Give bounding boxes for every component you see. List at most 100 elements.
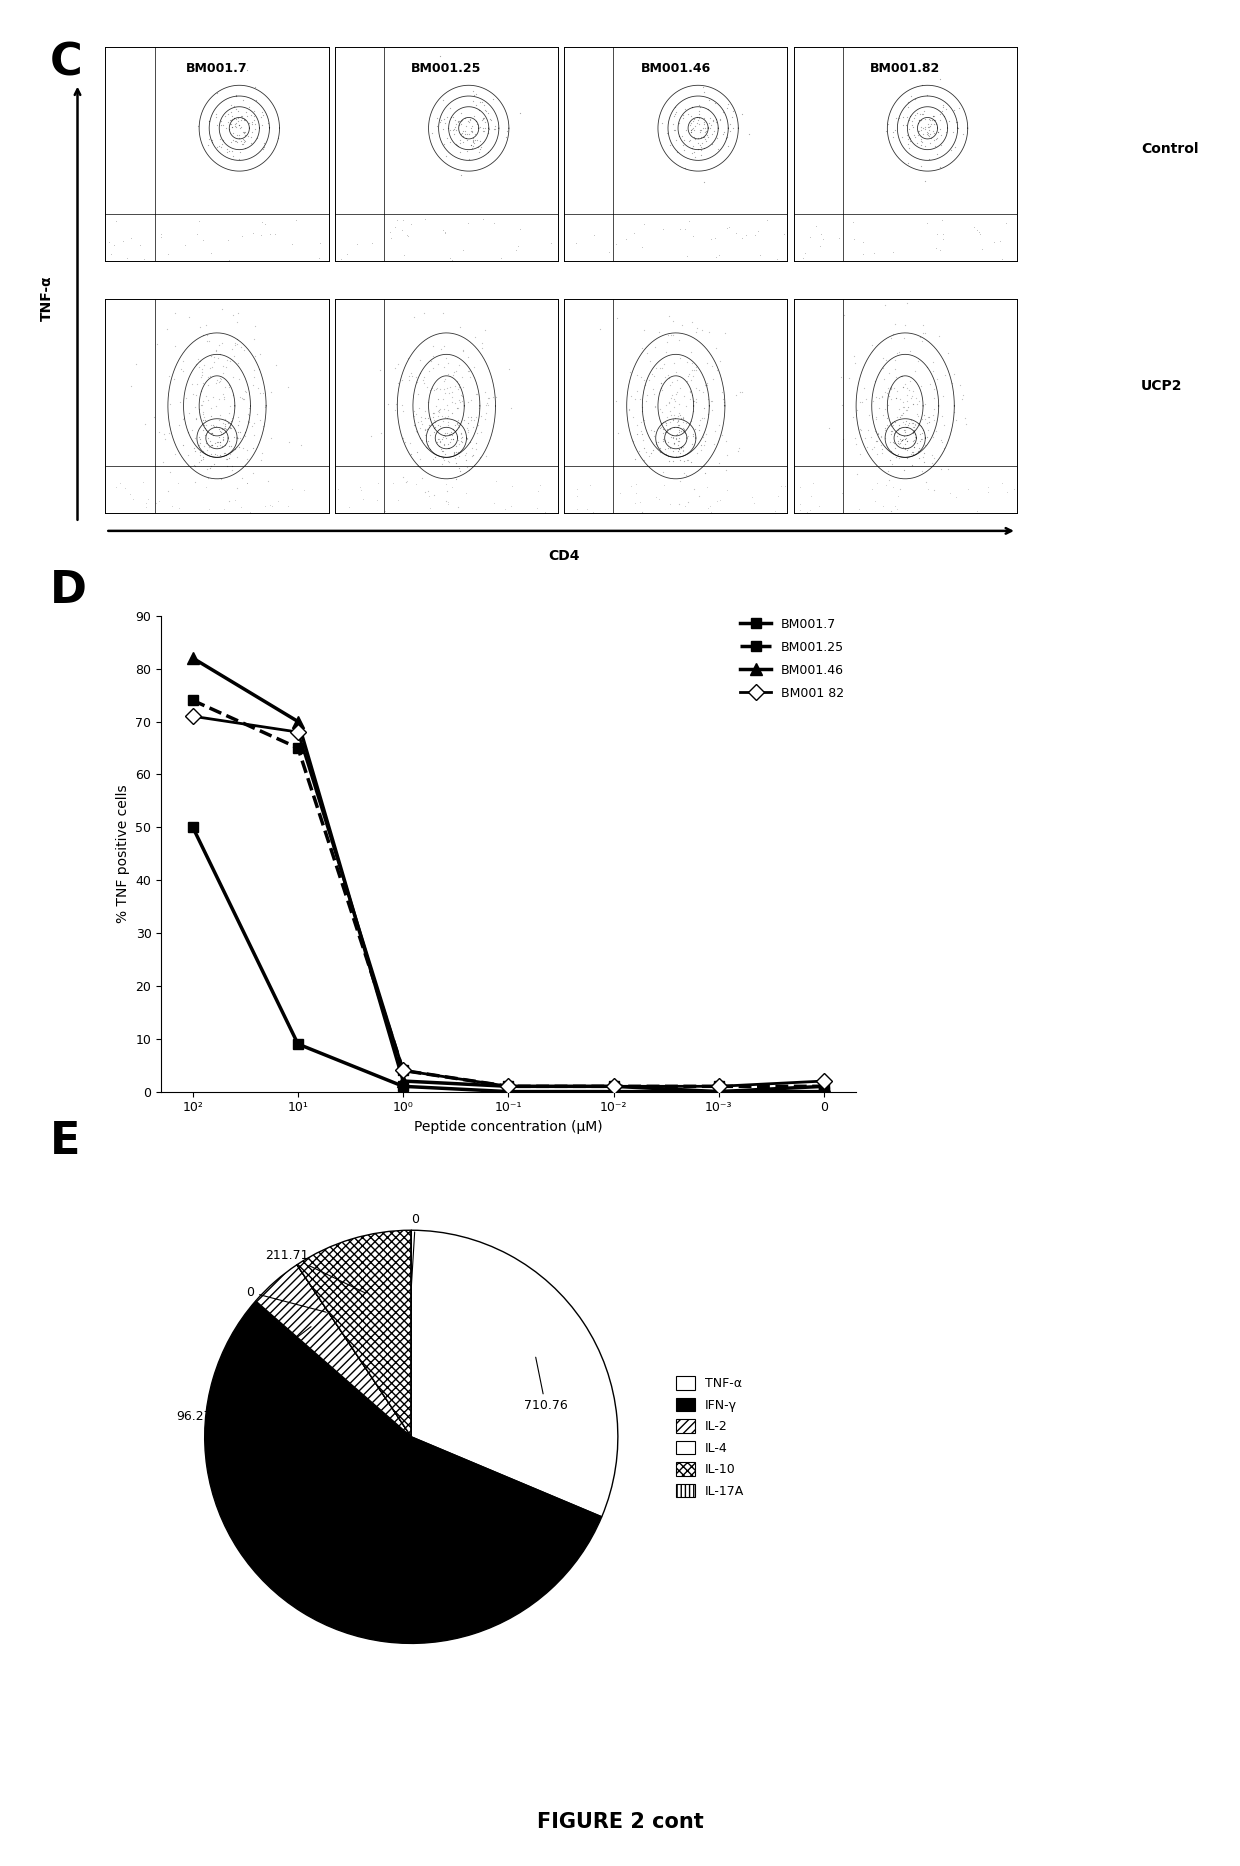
Point (894, 414, 914, 444)
Point (198, 362, 218, 392)
Point (241, 129, 260, 159)
Point (931, 425, 951, 455)
Point (653, 425, 673, 455)
Point (260, 377, 280, 407)
Point (905, 411, 925, 440)
Point (666, 440, 686, 470)
Point (909, 411, 929, 440)
Point (671, 439, 691, 468)
Point (197, 435, 217, 465)
Point (884, 407, 904, 437)
Point (236, 127, 255, 157)
Point (911, 104, 931, 134)
Point (686, 353, 706, 383)
Point (429, 424, 449, 453)
Point (398, 343, 418, 373)
Point (188, 343, 208, 373)
Point (794, 243, 813, 272)
Point (636, 386, 656, 416)
Wedge shape (255, 1265, 412, 1437)
Point (952, 381, 972, 411)
Point (905, 418, 925, 448)
Point (202, 353, 222, 383)
Point (466, 379, 486, 409)
Point (892, 362, 911, 392)
Point (157, 239, 177, 269)
Point (903, 437, 923, 466)
Point (428, 349, 448, 379)
Point (215, 384, 234, 414)
Point (234, 336, 254, 366)
Point (683, 104, 703, 134)
Point (913, 414, 932, 444)
Point (880, 373, 900, 403)
Point (174, 405, 193, 435)
Point (914, 399, 934, 429)
Point (186, 424, 206, 453)
Point (668, 433, 688, 463)
Point (435, 401, 455, 431)
Point (667, 97, 687, 127)
Point (859, 399, 879, 429)
Point (677, 366, 697, 396)
Point (461, 116, 481, 146)
Point (475, 95, 495, 125)
Point (408, 379, 428, 409)
Point (371, 418, 391, 448)
Point (908, 427, 928, 457)
Point (458, 409, 477, 439)
Point (195, 267, 215, 297)
Point (217, 134, 237, 164)
Point (925, 131, 945, 160)
Point (944, 358, 963, 388)
Point (903, 439, 923, 468)
Point (663, 384, 683, 414)
Point (849, 386, 869, 416)
Point (655, 407, 675, 437)
Point (883, 319, 903, 349)
Point (893, 110, 913, 140)
Point (899, 375, 919, 405)
Point (444, 114, 464, 144)
Point (177, 440, 197, 470)
Point (708, 134, 728, 164)
Point (191, 377, 211, 407)
Point (698, 119, 718, 149)
Point (673, 407, 693, 437)
Point (774, 218, 794, 248)
Point (211, 364, 231, 394)
Point (663, 405, 683, 435)
Point (217, 452, 237, 481)
Point (219, 444, 239, 474)
Point (469, 392, 489, 422)
Point (253, 101, 273, 131)
Point (567, 474, 587, 504)
Point (873, 353, 893, 383)
Point (729, 433, 749, 463)
Point (696, 116, 715, 146)
Point (423, 373, 443, 403)
Point (680, 358, 699, 388)
Point (900, 101, 920, 131)
Point (228, 106, 248, 136)
Point (196, 420, 216, 450)
Point (262, 491, 281, 521)
Point (704, 429, 724, 459)
BM001.7 (817, 1080, 832, 1103)
Point (681, 125, 701, 155)
Point (246, 84, 265, 114)
BM001 82 (185, 705, 200, 728)
Point (399, 360, 419, 390)
Point (432, 104, 451, 134)
Point (410, 412, 430, 442)
Point (694, 110, 714, 140)
Point (237, 468, 257, 498)
Point (231, 127, 250, 157)
Point (407, 416, 427, 446)
Point (686, 356, 706, 386)
Point (197, 411, 217, 440)
Point (448, 106, 467, 136)
Point (510, 215, 529, 244)
Point (903, 388, 923, 418)
Point (253, 411, 273, 440)
